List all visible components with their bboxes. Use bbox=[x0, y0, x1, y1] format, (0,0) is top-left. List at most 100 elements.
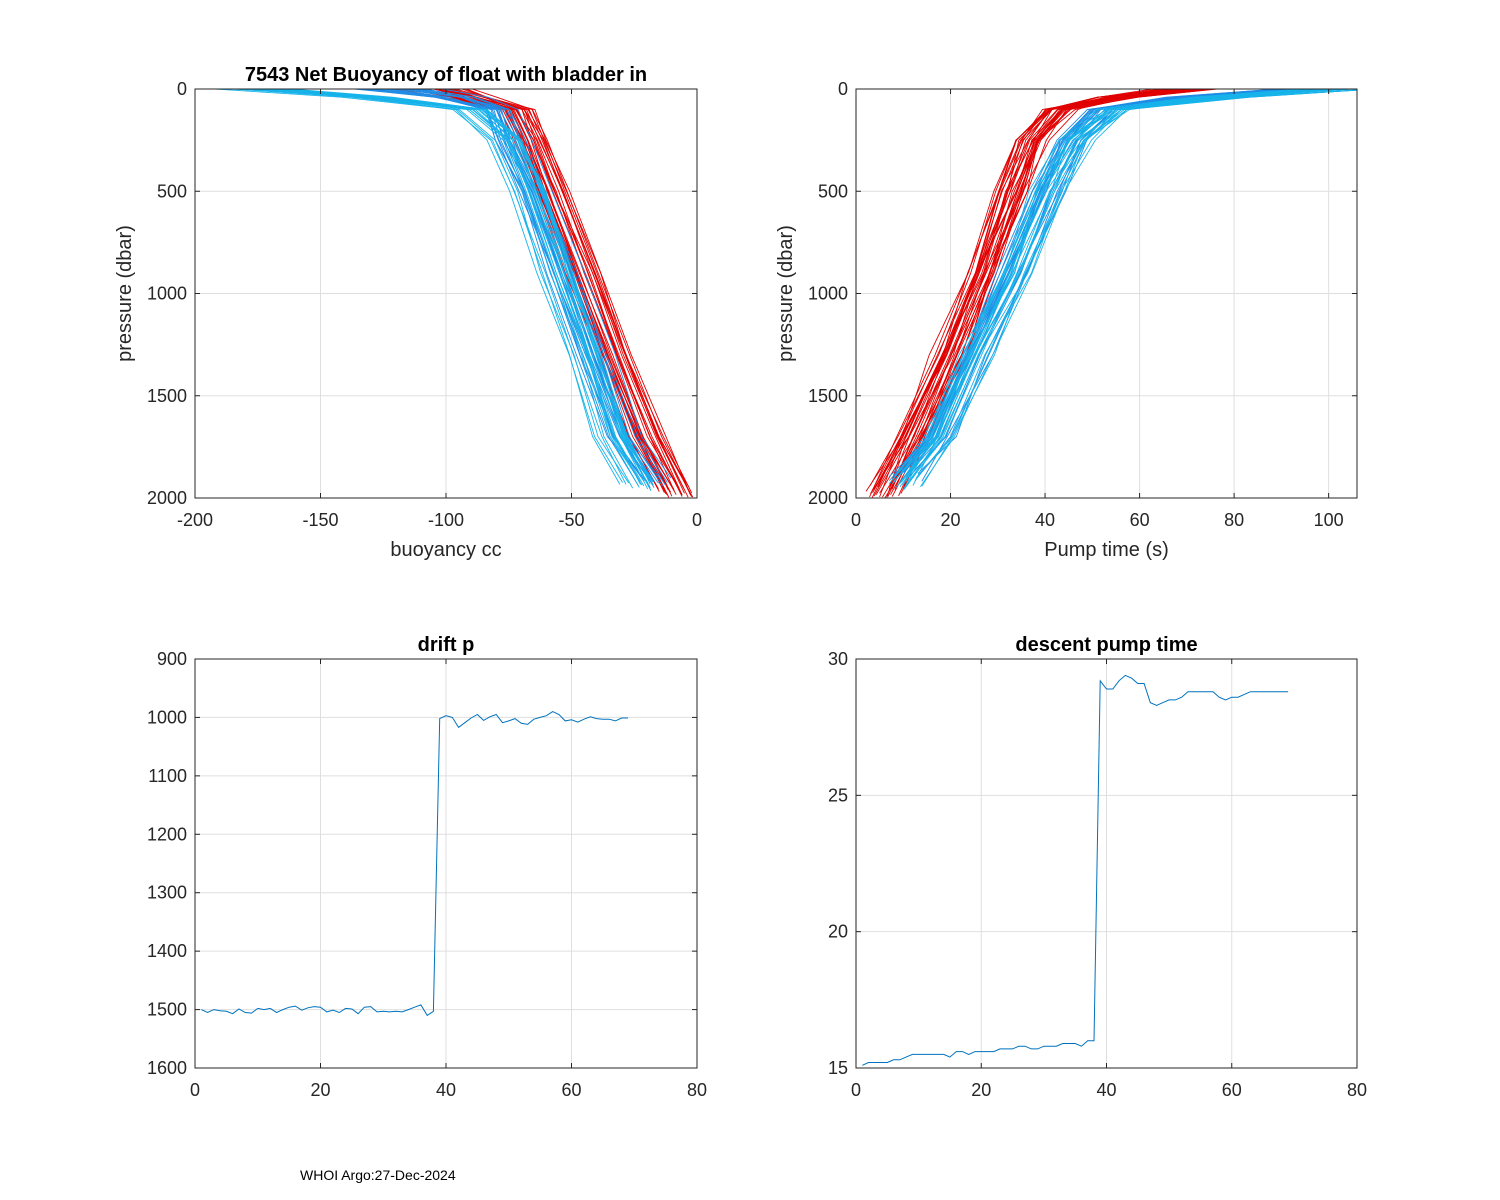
profile-line bbox=[399, 89, 655, 488]
profile-line bbox=[281, 89, 653, 481]
y-tick-label: 1000 bbox=[147, 284, 187, 304]
profile-line bbox=[252, 89, 627, 485]
profile-line bbox=[409, 89, 648, 478]
profile-line bbox=[877, 89, 1206, 488]
y-tick-label: 500 bbox=[818, 181, 848, 201]
profile-line bbox=[903, 89, 1306, 482]
plot-area bbox=[201, 711, 628, 1017]
x-tick-label: -150 bbox=[302, 510, 338, 530]
x-tick-label: 0 bbox=[692, 510, 702, 530]
x-tick-label: 80 bbox=[1347, 1080, 1367, 1100]
profile-line bbox=[442, 89, 672, 479]
panel-descent-pump-time: 0 20 40 60 80 15 20 25 30 descent pump time bbox=[828, 634, 1367, 1100]
profile-line bbox=[888, 89, 1205, 490]
profile-line bbox=[902, 89, 1314, 486]
y-tick-label: 15 bbox=[828, 1058, 848, 1078]
plot-area bbox=[865, 89, 1357, 498]
y-tick-label: 2000 bbox=[808, 488, 848, 508]
chart-title: 7543 Net Buoyancy of float with bladder … bbox=[245, 64, 647, 86]
y-tick-label: 20 bbox=[828, 922, 848, 942]
profile-line bbox=[237, 89, 630, 484]
x-tick-label: 80 bbox=[687, 1080, 707, 1100]
footer-stamp: WHOI Argo:27-Dec-2024 bbox=[300, 1167, 456, 1183]
x-tick-label: -200 bbox=[177, 510, 213, 530]
y-tick-label: 1500 bbox=[808, 386, 848, 406]
panel-drift-p: 0 20 40 60 80 900 1000 1100 1200 1300 1400 1500 1600… bbox=[147, 634, 707, 1100]
y-tick-label: 1500 bbox=[147, 386, 187, 406]
profile-line bbox=[418, 89, 672, 493]
y-tick-label: 30 bbox=[828, 649, 848, 669]
profile-line bbox=[884, 89, 1192, 498]
profile-line bbox=[909, 89, 1307, 477]
y-tick-label: 1000 bbox=[808, 284, 848, 304]
profile-line bbox=[244, 89, 652, 492]
series-line bbox=[201, 711, 628, 1017]
x-tick-label: 80 bbox=[1224, 510, 1244, 530]
profile-line bbox=[900, 89, 1292, 475]
profile-line bbox=[258, 89, 634, 489]
profile-line bbox=[423, 89, 663, 487]
y-tick-label: 1500 bbox=[147, 1000, 187, 1020]
x-tick-label: 0 bbox=[851, 1080, 861, 1100]
x-tick-label: 0 bbox=[851, 510, 861, 530]
y-tick-label: 900 bbox=[157, 649, 187, 669]
profile-line bbox=[358, 89, 652, 483]
x-tick-label: 0 bbox=[190, 1080, 200, 1100]
series-line bbox=[862, 674, 1289, 1066]
chart-title: descent pump time bbox=[1015, 634, 1197, 656]
profile-line bbox=[453, 89, 665, 493]
profile-line bbox=[237, 89, 640, 488]
y-tick-label: 1100 bbox=[148, 766, 187, 786]
y-tick-label: 2000 bbox=[147, 488, 187, 508]
profile-line bbox=[888, 89, 1308, 485]
profile-line bbox=[920, 89, 1357, 487]
profile-line bbox=[865, 89, 1179, 492]
profile-line bbox=[893, 89, 1280, 476]
x-tick-label: 40 bbox=[436, 1080, 456, 1100]
profile-line bbox=[893, 89, 1303, 480]
y-tick-label: 0 bbox=[177, 79, 187, 99]
profile-line bbox=[426, 89, 683, 497]
x-axis-label: Pump time (s) bbox=[1044, 539, 1168, 561]
profile-line bbox=[433, 89, 685, 494]
plot-area bbox=[862, 674, 1289, 1066]
profile-line bbox=[921, 89, 1357, 487]
x-tick-label: 60 bbox=[1222, 1080, 1242, 1100]
x-tick-label: 40 bbox=[1096, 1080, 1116, 1100]
plot-area bbox=[215, 89, 694, 498]
x-tick-label: 40 bbox=[1035, 510, 1055, 530]
profile-line bbox=[874, 89, 1195, 489]
profile-line bbox=[273, 89, 654, 483]
panel-net-buoyancy: -200 -150 -100 -50 0 0 500 1000 1500 2000 7543 Net… bbox=[114, 64, 702, 561]
y-axis-label: pressure (dbar) bbox=[114, 225, 136, 362]
x-tick-label: 20 bbox=[310, 1080, 330, 1100]
profile-line bbox=[232, 89, 641, 483]
profile-line bbox=[891, 89, 1203, 490]
x-tick-label: 60 bbox=[1130, 510, 1150, 530]
profile-line bbox=[905, 89, 1357, 488]
y-axis-label: pressure (dbar) bbox=[775, 225, 797, 362]
x-tick-label: -100 bbox=[428, 510, 464, 530]
x-tick-label: -50 bbox=[558, 510, 584, 530]
y-tick-label: 1600 bbox=[147, 1058, 187, 1078]
x-axis-label: buoyancy cc bbox=[390, 539, 501, 561]
y-tick-label: 0 bbox=[838, 79, 848, 99]
profile-line bbox=[869, 89, 1166, 487]
chart-title: drift p bbox=[418, 634, 475, 656]
profile-line bbox=[215, 89, 623, 483]
y-tick-label: 1400 bbox=[147, 941, 187, 961]
y-tick-label: 1000 bbox=[147, 707, 187, 727]
profile-line bbox=[897, 89, 1280, 474]
y-tick-label: 25 bbox=[828, 785, 848, 805]
profile-line bbox=[448, 89, 680, 489]
profile-line bbox=[450, 89, 691, 495]
x-tick-label: 100 bbox=[1314, 510, 1344, 530]
profile-line bbox=[290, 89, 652, 491]
profile-line bbox=[437, 89, 690, 488]
y-tick-label: 1200 bbox=[147, 824, 187, 844]
x-tick-label: 60 bbox=[561, 1080, 581, 1100]
x-tick-label: 20 bbox=[971, 1080, 991, 1100]
profile-line bbox=[262, 89, 645, 487]
